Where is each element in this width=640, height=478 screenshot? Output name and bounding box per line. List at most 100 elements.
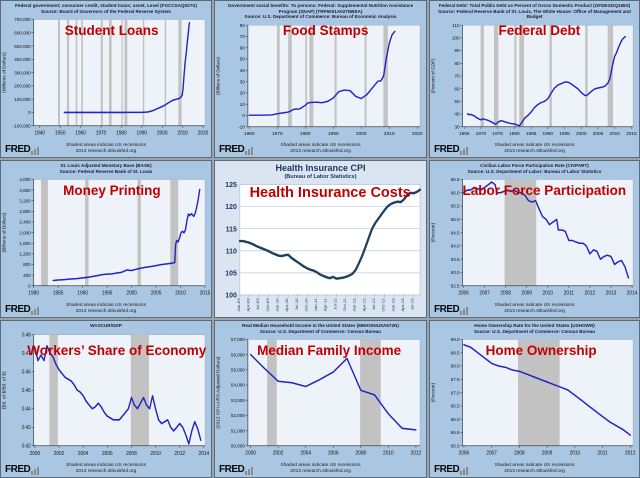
svg-text:400: 400 [23,273,31,279]
fred-logo-text: FRED [219,464,245,475]
svg-text:2012: 2012 [411,451,422,457]
data-series-line [238,188,422,280]
svg-text:Jul-11: Jul-11 [333,297,338,309]
y-axis-title: (Billions of Dollars) [216,57,221,96]
chart-panel-health-insurance-cpi: Health Insurance CPI (Bureau of Labor Sta… [214,160,427,318]
svg-text:0.42: 0.42 [22,443,31,449]
fred-logo: FRED [5,304,40,315]
svg-text:0.44: 0.44 [22,406,31,412]
svg-text:2015: 2015 [200,291,211,297]
svg-text:1,600: 1,600 [19,241,31,247]
svg-text:Oct-09: Oct-09 [265,298,270,312]
svg-text:56,000: 56,000 [231,353,245,359]
y-axis-title: (Percent of GDP) [431,58,436,93]
fred-logo: FRED [219,464,254,475]
svg-text:2000: 2000 [245,451,256,457]
svg-text:65.5: 65.5 [451,431,460,437]
svg-text:Apr-10: Apr-10 [284,298,289,312]
chart-header: WASCUR/GDP [1,321,211,329]
svg-text:125: 125 [225,180,237,189]
svg-text:1970: 1970 [476,131,487,137]
chart-canvas: 62.5 63.0 63.5 64.0 64.5 65.0 65.5 66.0 66.5 2006… [431,177,638,297]
svg-text:2011: 2011 [564,291,574,297]
svg-text:2010: 2010 [150,450,161,456]
chart-header: Home Ownership Rate for the United State… [430,321,639,334]
svg-text:69.0: 69.0 [451,337,460,343]
recession-band [267,339,277,447]
chart-title: WASCUR/GDP [90,323,122,328]
fred-logo: FRED [434,144,469,155]
recession-band [142,19,145,127]
chart-canvas: 0.42 0.43 0.44 0.45 0.46 0.47 0.48 2000 2002 2004… [2,332,210,457]
recession-band [480,25,484,127]
svg-text:65.0: 65.0 [451,217,460,223]
svg-text:10: 10 [240,102,245,107]
svg-text:2011: 2011 [597,451,607,457]
chart-title: Federal Debt: Total Public Debt as Perce… [438,3,631,8]
fred-logo-icon [31,467,40,475]
chart-source: Source: U.S. Department of Labor: Bureau… [467,168,602,174]
svg-text:62.5: 62.5 [451,284,460,290]
svg-text:2008: 2008 [514,451,525,457]
svg-text:66.0: 66.0 [451,191,460,197]
svg-text:70: 70 [455,74,460,79]
excel-chart-title: Health Insurance CPI [275,163,366,173]
fred-logo-text: FRED [5,464,31,475]
recession-band [66,19,70,127]
chart-panel-home-ownership: Home Ownership Rate for the United State… [429,320,640,478]
svg-text:2010: 2010 [543,291,554,297]
data-series-line [466,36,627,127]
chart-title: Home Ownership Rate for the United State… [474,323,595,328]
chart-panel-workers-share: WASCUR/GDP 0.42 0.43 0.44 0.45 0.46 0.47 0.48 20… [0,320,212,478]
recession-band [137,179,141,287]
footer-note-recessions: Shaded areas indicate US recessions [66,142,146,148]
chart-plot-area: -10 0 10 20 30 40 50 60 70 80 1960 1970 1980 1990 2000… [215,20,426,142]
svg-text:1950: 1950 [55,131,66,137]
chart-overlay-label: Money Printing [63,183,161,198]
data-series-line [34,344,202,445]
chart-source: Source: Federal Reserve Bank of St. Loui… [438,8,631,20]
chart-overlay-label: Home Ownership [485,343,597,358]
svg-text:40: 40 [455,112,460,117]
chart-title: Civilian Labor Force Participation Rate … [480,163,589,168]
chart-panel-food-stamps: Government social benefits: To persons: … [214,0,427,158]
svg-text:Apr-13: Apr-13 [400,298,405,312]
svg-text:2008: 2008 [126,450,137,456]
chart-canvas: 50,000 51,000 52,000 53,000 54,000 55,000 56,0… [216,337,422,457]
svg-text:63.5: 63.5 [451,257,460,263]
recession-band [75,19,78,127]
chart-canvas: -100,000 0 100,000 200,000 300,000 400,000 500… [2,17,209,137]
footer-note-source: 2013 research.stlouisfed.org [75,468,137,474]
svg-text:65.5: 65.5 [451,204,460,210]
footer-note-source: 2013 research.stlouisfed.org [290,468,351,474]
recession-band [360,339,381,447]
svg-text:2015: 2015 [626,131,637,137]
svg-text:200,000: 200,000 [14,84,31,90]
svg-text:55,000: 55,000 [231,368,245,374]
svg-text:2010: 2010 [609,131,620,137]
svg-text:54,000: 54,000 [231,383,245,389]
recession-band [288,25,292,127]
svg-text:Jul-09: Jul-09 [255,297,260,310]
svg-text:Apr-09: Apr-09 [246,298,251,312]
fred-logo-text: FRED [5,144,31,155]
footer-note-source: 2013 research.stlouisfed.org [504,468,565,474]
fred-logo-icon [31,147,40,155]
chart-panel-money-printing: St. Louis Adjusted Monetary Base (BASE) S… [0,160,212,318]
svg-text:110: 110 [452,23,460,28]
y-axis-title: (Millions of Dollars) [2,52,7,93]
svg-text:Apr-12: Apr-12 [362,298,367,312]
fred-logo-icon [460,307,469,315]
footer-note-recessions: Shaded areas indicate US recessions [66,462,146,468]
svg-text:3,200: 3,200 [19,199,31,205]
chart-plot-area: 0.42 0.43 0.44 0.45 0.46 0.47 0.48 2000 2002 2004… [1,329,211,463]
svg-text:700,000: 700,000 [14,17,31,23]
fred-logo-icon [31,307,40,315]
svg-text:2005: 2005 [593,131,604,137]
chart-plot-area: 50,000 51,000 52,000 53,000 54,000 55,000 56,0… [215,334,426,462]
svg-text:50,000: 50,000 [231,444,245,450]
svg-text:2007: 2007 [479,291,490,297]
chart-footer: Shaded areas indicate US recessions 2013 … [215,143,426,157]
chart-plot-area: 65.0 65.5 66.0 66.5 67.0 67.5 68.0 68.5 69.0 2006… [430,334,639,462]
